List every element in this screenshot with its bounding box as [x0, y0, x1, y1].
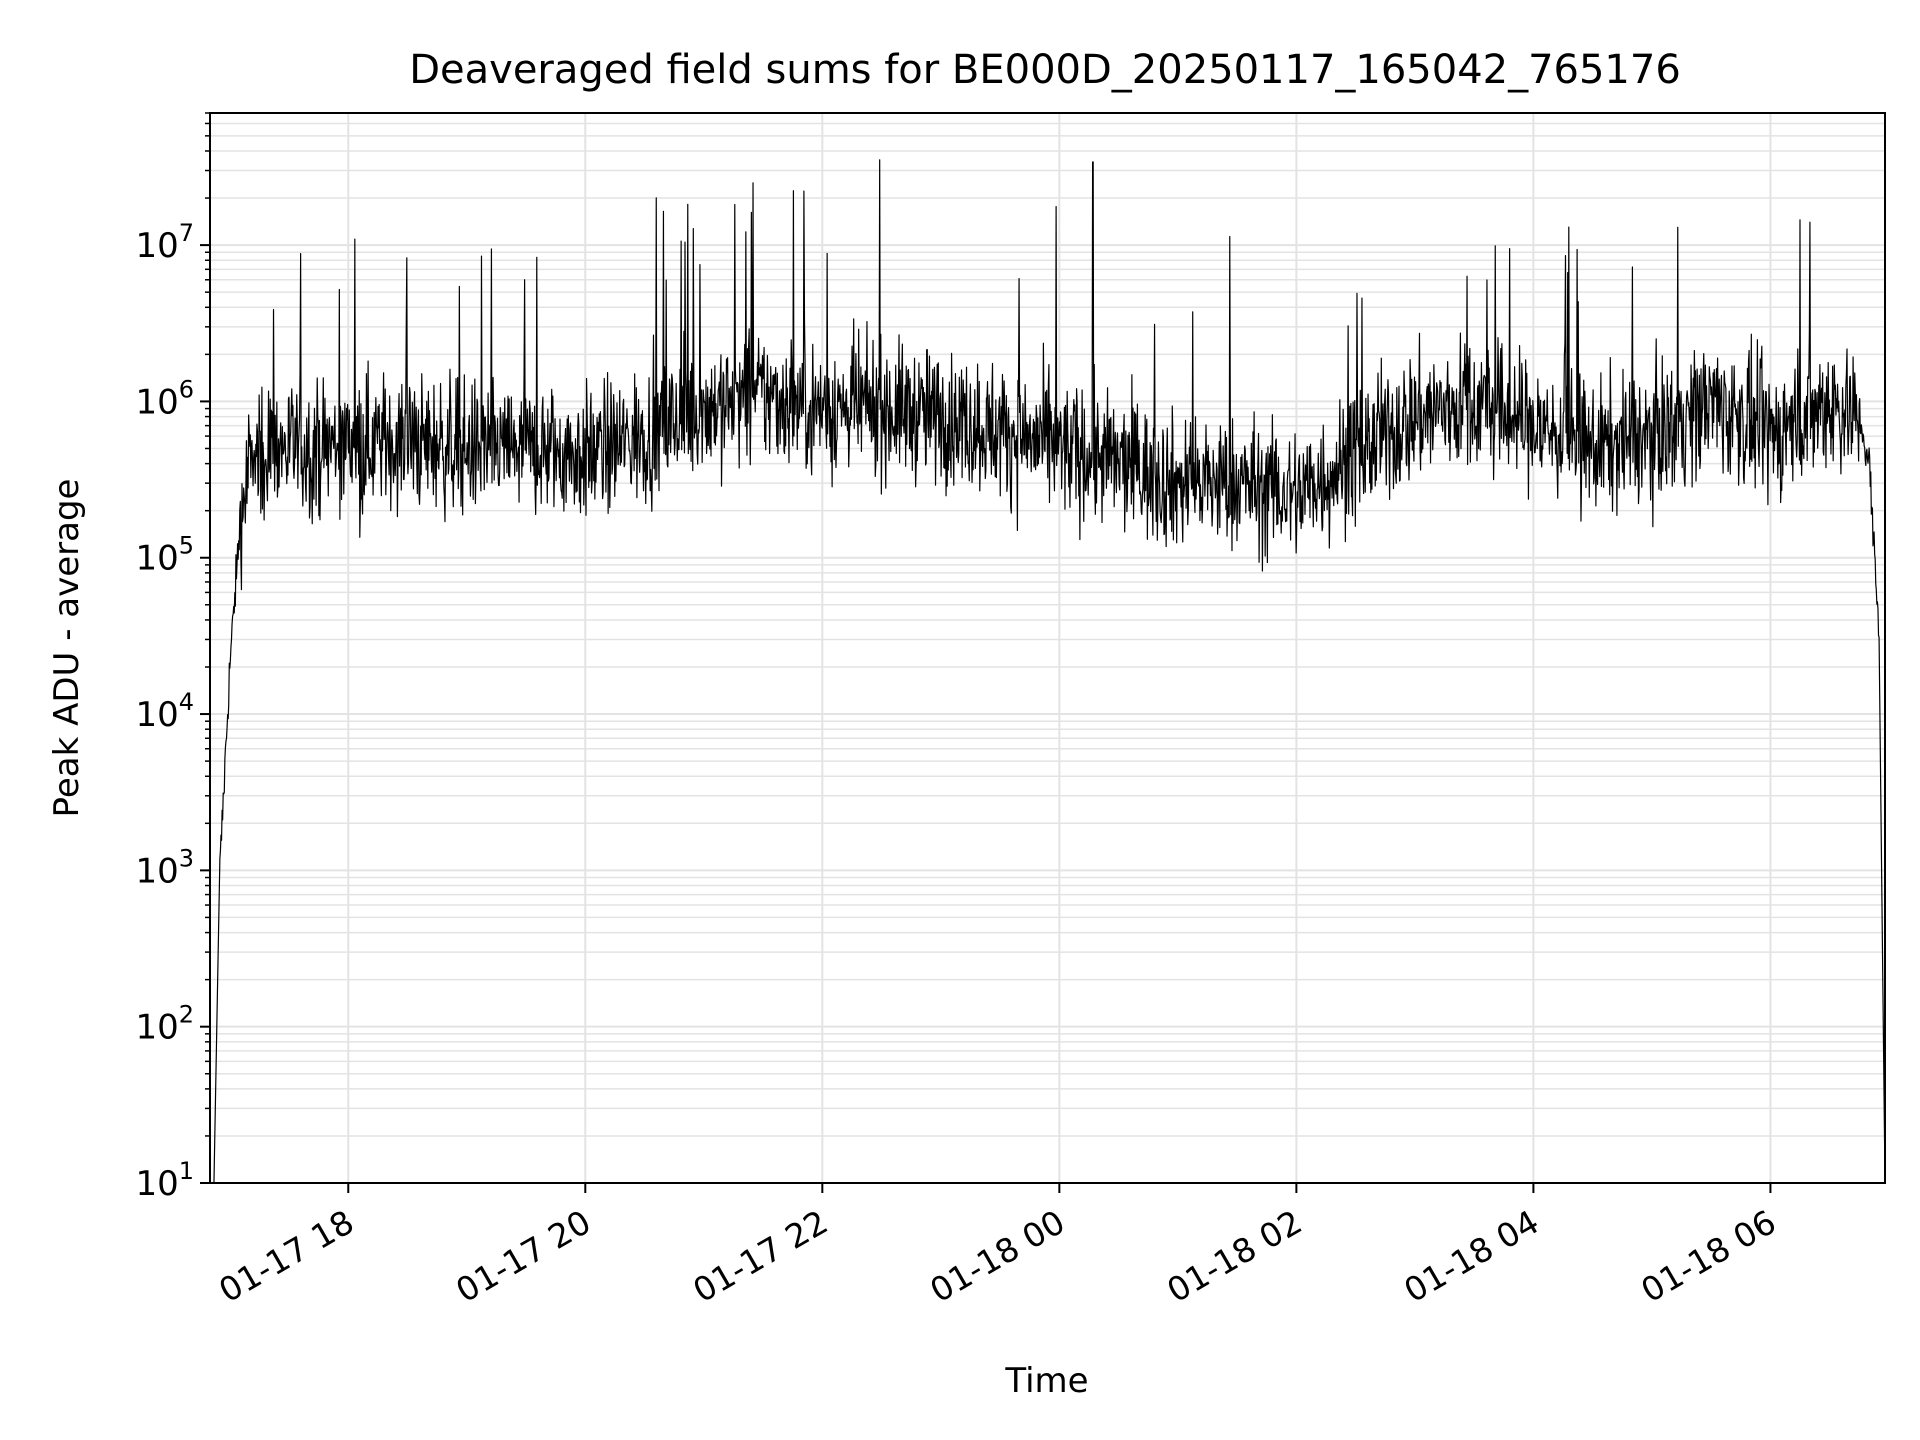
y-tick-label: 102: [135, 1001, 194, 1048]
plot-frame: [209, 112, 1886, 1184]
y-axis: 101 102 103 104 105 106 107: [135, 112, 210, 1204]
y-tick-label: 103: [135, 844, 194, 891]
grid-layer: [210, 112, 1885, 1184]
chart-title: Deaveraged field sums for BE000D_2025011…: [409, 47, 1681, 93]
y-tick-label: 107: [135, 219, 194, 266]
y-tick-label: 104: [135, 688, 194, 735]
y-tick-label: 101: [135, 1157, 194, 1204]
y-axis-label: Peak ADU - average: [47, 479, 87, 818]
x-axis-label: Time: [1004, 1361, 1088, 1401]
y-tick-label: 106: [135, 375, 194, 422]
series-line: [213, 159, 1886, 1184]
y-tick-label: 105: [135, 532, 194, 579]
data-layer: [213, 159, 1886, 1184]
plot-area: [209, 112, 1886, 1184]
